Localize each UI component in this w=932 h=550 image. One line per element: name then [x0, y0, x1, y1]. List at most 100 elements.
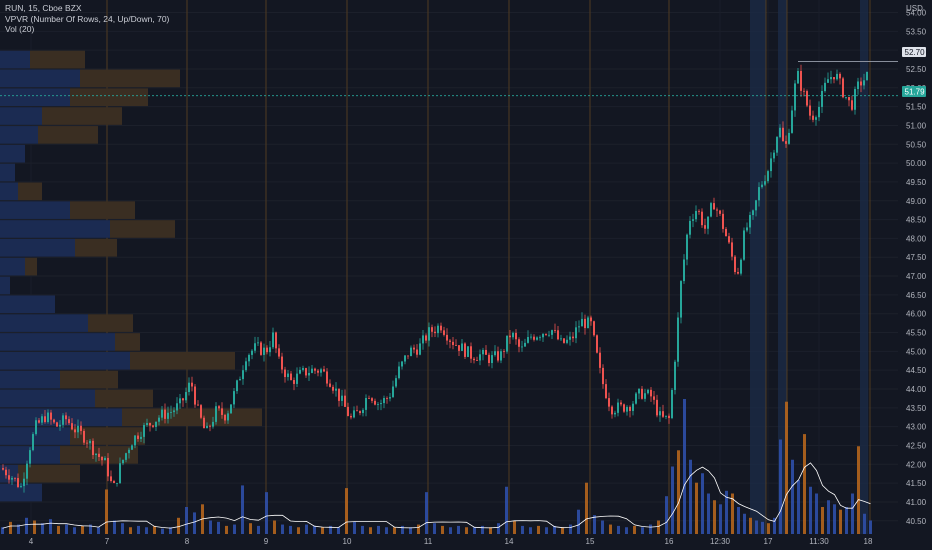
- candle-body: [290, 373, 292, 381]
- candle-body: [200, 405, 202, 418]
- candle-body: [413, 347, 415, 350]
- candle-body: [242, 370, 244, 380]
- candle-body: [602, 367, 604, 385]
- candle-body: [329, 383, 331, 387]
- candle-body: [425, 335, 427, 341]
- vpvr-down-bar: [38, 126, 98, 144]
- candle-body: [371, 398, 373, 401]
- candle-body: [845, 97, 847, 98]
- vpvr-down-bar: [25, 257, 37, 276]
- candle-body: [68, 419, 70, 424]
- candle-body: [488, 354, 490, 364]
- candle-body: [683, 259, 685, 282]
- candle-body: [41, 416, 43, 423]
- volume-bar: [209, 520, 212, 534]
- candle-body: [311, 368, 313, 373]
- candle-body: [515, 332, 517, 340]
- y-tick-label: 54.00: [906, 9, 927, 18]
- volume-bar: [713, 500, 716, 534]
- candle-body: [770, 158, 772, 172]
- candle-body: [152, 425, 154, 427]
- vpvr-up-bar: [0, 163, 15, 182]
- volume-bar: [409, 527, 412, 534]
- volume-bar: [33, 520, 36, 534]
- volume-bar: [249, 523, 252, 534]
- candle-body: [503, 351, 505, 353]
- volume-bar: [773, 517, 776, 534]
- volume-bar: [353, 521, 356, 534]
- vpvr-down-bar: [115, 333, 140, 351]
- candle-body: [500, 351, 502, 361]
- candle-body: [509, 335, 511, 338]
- candle-body: [521, 346, 523, 348]
- candle-body: [416, 349, 418, 355]
- y-tick-label: 50.50: [906, 140, 927, 149]
- volume-bar: [743, 513, 746, 534]
- volume-bar: [345, 488, 348, 534]
- candle-body: [287, 373, 289, 378]
- candle-body: [575, 327, 577, 339]
- time-axis[interactable]: [0, 534, 932, 550]
- vpvr-down-bar: [80, 69, 180, 88]
- vpvr-down-bar: [18, 182, 42, 201]
- candle-body: [665, 415, 667, 417]
- candle-body: [197, 404, 199, 406]
- candle-body: [350, 415, 352, 418]
- candle-body: [38, 420, 40, 423]
- volume-legend[interactable]: Vol (20): [5, 24, 35, 34]
- y-tick-label: 48.00: [906, 234, 927, 243]
- price-axis[interactable]: [898, 0, 932, 534]
- candle-body: [278, 348, 280, 357]
- candle-body: [410, 347, 412, 357]
- candle-body: [119, 463, 121, 483]
- volume-bar: [695, 482, 698, 534]
- volume-bar: [677, 450, 680, 534]
- vpvr-down-bar: [110, 220, 175, 238]
- candle-body: [596, 335, 598, 353]
- candle-body: [281, 356, 283, 370]
- volume-bar: [537, 525, 540, 534]
- candle-body: [386, 398, 388, 399]
- candle-body: [377, 404, 379, 405]
- vpvr-down-bar: [130, 351, 235, 370]
- candle-body: [695, 210, 697, 220]
- candle-body: [635, 393, 637, 404]
- candle-body: [482, 349, 484, 355]
- currency-label: USD: [906, 4, 923, 13]
- candle-body: [65, 415, 67, 420]
- candle-body: [110, 476, 112, 482]
- candle-body: [788, 132, 790, 144]
- candle-body: [752, 210, 754, 216]
- candle-body: [86, 442, 88, 444]
- session-shade: [750, 0, 766, 534]
- candle-body: [335, 388, 337, 391]
- volume-bar: [433, 523, 436, 534]
- candle-body: [605, 384, 607, 399]
- volume-bar: [857, 446, 860, 534]
- volume-bar: [465, 527, 468, 534]
- volume-bar: [497, 523, 500, 534]
- volume-bar: [701, 473, 704, 534]
- candle-body: [254, 343, 256, 351]
- candle-body: [800, 70, 802, 91]
- volume-bar: [569, 524, 572, 534]
- x-tick-label: 18: [864, 537, 873, 546]
- candle-body: [821, 91, 823, 107]
- volume-bar: [449, 527, 452, 534]
- candle-body: [326, 371, 328, 384]
- symbol-legend[interactable]: RUN, 15, Cboe BZX: [5, 3, 82, 13]
- last-price-tag-text: 51.79: [905, 88, 926, 97]
- y-tick-label: 40.50: [906, 517, 927, 526]
- volume-bar: [329, 525, 332, 534]
- candle-body: [302, 368, 304, 370]
- candle-body: [767, 171, 769, 182]
- candle-body: [527, 337, 529, 343]
- vpvr-legend[interactable]: VPVR (Number Of Rows, 24, Up/Down, 70): [5, 13, 170, 24]
- y-tick-label: 42.50: [906, 441, 927, 450]
- y-tick-label: 47.00: [906, 272, 927, 281]
- y-tick-label: 53.50: [906, 27, 927, 36]
- candle-body: [98, 453, 100, 457]
- candle-body: [755, 200, 757, 211]
- candle-body: [659, 411, 661, 416]
